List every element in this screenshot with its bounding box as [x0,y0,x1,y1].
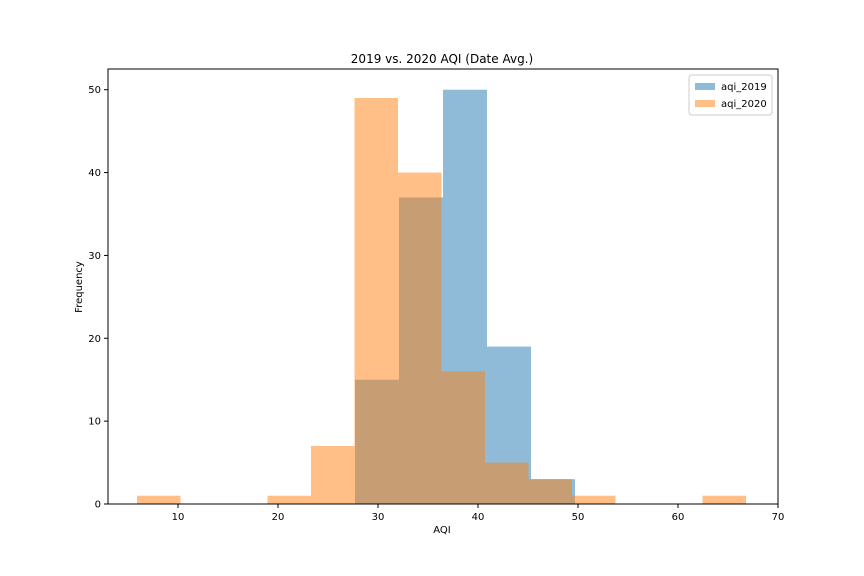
y-tick-label: 40 [88,168,101,179]
x-tick-label: 20 [272,512,285,523]
bar-aqi_2020-bin-10 [572,495,616,504]
y-tick-label: 20 [88,334,101,345]
bar-aqi_2020-bin-4 [311,446,355,504]
y-tick-label: 50 [88,85,101,96]
legend-label-aqi_2020: aqi_2020 [721,99,767,110]
x-tick-label: 10 [172,512,185,523]
chart-title: 2019 vs. 2020 AQI (Date Avg.) [351,52,533,66]
bar-aqi_2020-bin-8 [485,462,529,504]
bar-aqi_2020-bin-3 [267,495,311,504]
bar-aqi_2020-bin-6 [398,172,442,505]
plot-area-frame [107,68,779,505]
y-tick-label: 30 [88,251,101,262]
bars-layer [137,89,746,505]
y-axis: 0 10 20 30 40 50 [88,85,108,511]
legend-swatch-aqi_2020 [695,100,715,107]
bar-aqi_2020-bin-5 [354,98,398,504]
x-tick-label: 60 [672,512,685,523]
bar-aqi_2020-bin-13 [702,495,746,504]
bar-aqi_2020-bin-7 [441,371,485,504]
bar-aqi_2020-bin-0 [137,495,181,504]
legend: aqi_2019 aqi_2020 [688,74,773,116]
legend-swatch-aqi_2019 [695,83,715,90]
y-tick-label: 10 [88,417,101,428]
x-axis: 10 20 30 40 50 60 70 [172,504,785,523]
legend-label-aqi_2019: aqi_2019 [721,82,767,93]
y-axis-label: Frequency [74,261,85,313]
x-tick-label: 30 [372,512,385,523]
x-tick-label: 50 [572,512,585,523]
bar-aqi_2020-bin-9 [528,479,572,504]
x-tick-label: 40 [472,512,485,523]
x-axis-label: AQI [433,525,451,536]
y-tick-label: 0 [95,500,101,511]
x-tick-label: 70 [772,512,785,523]
